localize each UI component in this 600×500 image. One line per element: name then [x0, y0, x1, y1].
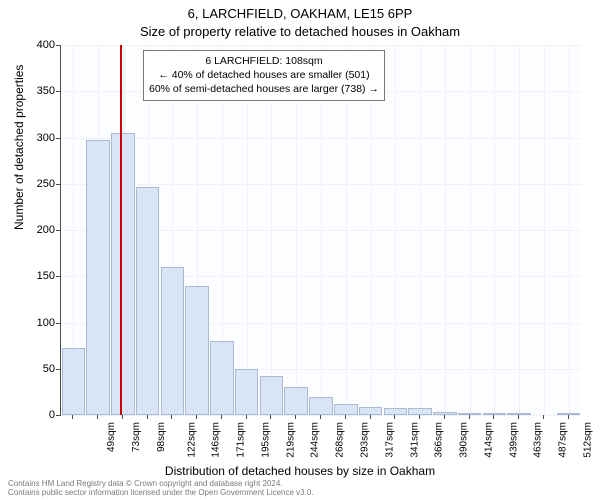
footer-line2: Contains public sector information licen…: [8, 489, 592, 498]
x-tick-mark: [493, 415, 494, 419]
grid-line-v: [494, 45, 495, 415]
y-tick-label: 300: [15, 132, 55, 144]
x-tick-mark: [97, 415, 98, 419]
x-tick-mark: [419, 415, 420, 419]
histogram-bar: [235, 369, 259, 415]
histogram-bar: [408, 408, 432, 415]
histogram-bar: [260, 376, 284, 415]
grid-line-v: [445, 45, 446, 415]
y-tick-mark: [56, 369, 60, 370]
y-tick-mark: [56, 45, 60, 46]
histogram-bar: [359, 407, 383, 415]
footer-attribution: Contains HM Land Registry data © Crown c…: [8, 480, 592, 498]
grid-line-v: [395, 45, 396, 415]
info-line: 60% of semi-detached houses are larger (…: [149, 82, 379, 96]
histogram-bar: [210, 341, 234, 415]
histogram-bar: [309, 397, 333, 416]
info-line: 6 LARCHFIELD: 108sqm: [149, 54, 379, 68]
x-tick-label: 366sqm: [434, 422, 445, 458]
histogram-bar: [161, 267, 185, 415]
x-tick-mark: [444, 415, 445, 419]
info-line: ← 40% of detached houses are smaller (50…: [149, 68, 379, 82]
x-tick-label: 171sqm: [236, 422, 247, 458]
histogram-bar: [185, 286, 209, 416]
y-tick-mark: [56, 230, 60, 231]
x-tick-label: 195sqm: [261, 422, 272, 458]
grid-line-v: [569, 45, 570, 415]
x-axis-label: Distribution of detached houses by size …: [0, 464, 600, 478]
x-tick-mark: [171, 415, 172, 419]
y-tick-label: 150: [15, 270, 55, 282]
y-tick-label: 250: [15, 178, 55, 190]
x-tick-mark: [246, 415, 247, 419]
histogram-bar: [86, 140, 110, 415]
y-tick-mark: [56, 184, 60, 185]
histogram-bar: [136, 187, 160, 415]
x-tick-label: 268sqm: [335, 422, 346, 458]
x-tick-label: 122sqm: [186, 422, 197, 458]
address-title: 6, LARCHFIELD, OAKHAM, LE15 6PP: [0, 6, 600, 21]
y-tick-mark: [56, 138, 60, 139]
chart-subtitle: Size of property relative to detached ho…: [0, 24, 600, 39]
x-tick-label: 512sqm: [582, 422, 593, 458]
property-info-box: 6 LARCHFIELD: 108sqm← 40% of detached ho…: [143, 50, 385, 101]
x-tick-label: 98sqm: [156, 422, 167, 452]
histogram-bar: [433, 412, 457, 415]
y-tick-mark: [56, 91, 60, 92]
x-tick-mark: [196, 415, 197, 419]
x-tick-mark: [518, 415, 519, 419]
y-tick-label: 200: [15, 224, 55, 236]
x-tick-mark: [345, 415, 346, 419]
x-tick-label: 244sqm: [310, 422, 321, 458]
x-tick-label: 487sqm: [558, 422, 569, 458]
x-tick-mark: [469, 415, 470, 419]
x-tick-label: 73sqm: [131, 422, 142, 452]
x-tick-label: 317sqm: [384, 422, 395, 458]
x-tick-mark: [270, 415, 271, 419]
y-tick-label: 100: [15, 317, 55, 329]
x-tick-mark: [122, 415, 123, 419]
x-tick-label: 341sqm: [409, 422, 420, 458]
histogram-bar: [111, 133, 135, 415]
grid-line-v: [544, 45, 545, 415]
histogram-bar: [62, 348, 86, 415]
grid-line-v: [519, 45, 520, 415]
y-tick-mark: [56, 276, 60, 277]
histogram-bar: [384, 408, 408, 415]
x-tick-label: 49sqm: [106, 422, 117, 452]
y-tick-label: 0: [15, 409, 55, 421]
x-tick-mark: [320, 415, 321, 419]
x-tick-mark: [394, 415, 395, 419]
grid-line-h: [61, 415, 581, 416]
x-tick-label: 390sqm: [459, 422, 470, 458]
x-tick-mark: [221, 415, 222, 419]
property-marker-line: [120, 45, 122, 415]
x-tick-label: 219sqm: [285, 422, 296, 458]
y-tick-label: 50: [15, 363, 55, 375]
y-tick-mark: [56, 323, 60, 324]
grid-line-v: [470, 45, 471, 415]
histogram-bar: [284, 387, 308, 415]
x-tick-mark: [568, 415, 569, 419]
x-tick-mark: [295, 415, 296, 419]
x-tick-label: 146sqm: [211, 422, 222, 458]
plot-area: 6 LARCHFIELD: 108sqm← 40% of detached ho…: [60, 45, 581, 416]
grid-line-v: [420, 45, 421, 415]
y-tick-label: 400: [15, 39, 55, 51]
x-tick-mark: [147, 415, 148, 419]
y-tick-label: 350: [15, 85, 55, 97]
y-tick-mark: [56, 415, 60, 416]
histogram-bar: [334, 404, 358, 415]
x-tick-label: 414sqm: [483, 422, 494, 458]
x-tick-label: 439sqm: [508, 422, 519, 458]
x-tick-mark: [72, 415, 73, 419]
x-tick-mark: [370, 415, 371, 419]
x-tick-label: 463sqm: [533, 422, 544, 458]
x-tick-mark: [543, 415, 544, 419]
x-tick-label: 293sqm: [360, 422, 371, 458]
